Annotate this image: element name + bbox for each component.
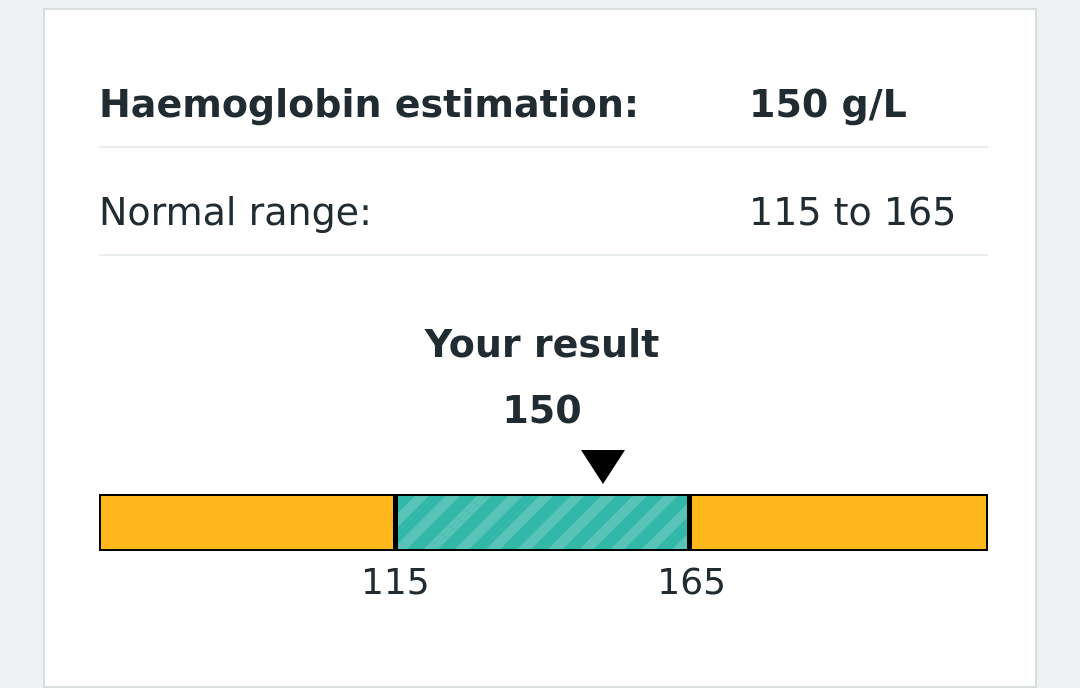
range-high-label: 165 — [657, 562, 727, 603]
normal-range-value: 115 to 165 — [749, 190, 957, 234]
range-low-label: 115 — [360, 562, 430, 603]
your-result-value: 150 — [502, 388, 582, 432]
result-marker-icon — [580, 450, 625, 484]
normal-range-label: Normal range: — [99, 190, 372, 234]
normal-range-row: Normal range: 115 to 165 — [99, 172, 988, 252]
normal-range-segment — [393, 496, 692, 549]
your-result-heading: Your result — [424, 322, 660, 366]
range-bar — [99, 494, 988, 551]
divider — [99, 254, 988, 256]
haemoglobin-row: Haemoglobin estimation: 150 g/L — [99, 68, 988, 140]
haemoglobin-value: 150 g/L — [749, 82, 907, 126]
divider — [99, 146, 988, 148]
result-card: Haemoglobin estimation: 150 g/L Normal r… — [43, 8, 1037, 688]
haemoglobin-label: Haemoglobin estimation: — [99, 82, 640, 126]
